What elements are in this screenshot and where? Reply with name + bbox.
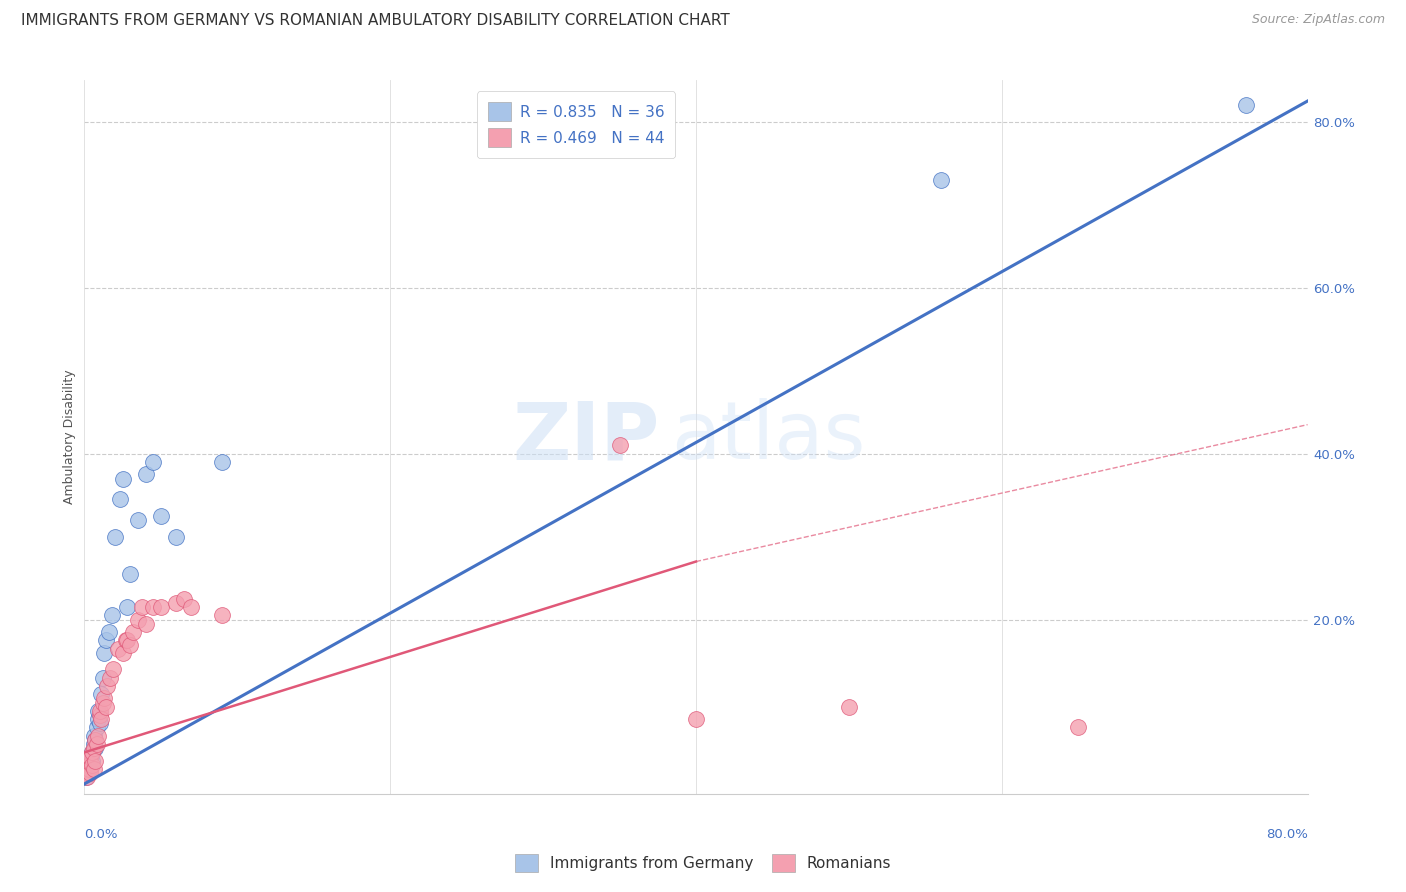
- Point: [77, 762, 100, 776]
- Point: [107, 641, 129, 656]
- Point: [211, 608, 233, 623]
- Point: [89, 704, 111, 718]
- Point: [84, 754, 107, 768]
- Point: [77, 757, 100, 772]
- Point: [93, 646, 115, 660]
- Point: [86, 737, 108, 751]
- Point: [127, 613, 149, 627]
- Point: [149, 508, 172, 523]
- Point: [94, 633, 117, 648]
- Point: [90, 687, 112, 701]
- Point: [165, 530, 187, 544]
- Point: [180, 600, 202, 615]
- Point: [103, 662, 125, 676]
- Point: [115, 600, 138, 615]
- Point: [609, 438, 631, 452]
- Point: [149, 600, 172, 615]
- Text: Source: ZipAtlas.com: Source: ZipAtlas.com: [1251, 13, 1385, 27]
- Point: [1067, 721, 1090, 735]
- Point: [80, 745, 103, 759]
- Point: [80, 754, 103, 768]
- Point: [115, 633, 138, 648]
- Point: [89, 708, 111, 723]
- Point: [108, 492, 131, 507]
- Point: [87, 729, 110, 743]
- Point: [929, 173, 952, 187]
- Point: [84, 733, 107, 747]
- Point: [135, 616, 157, 631]
- Point: [84, 733, 107, 747]
- Point: [104, 530, 127, 544]
- Point: [211, 455, 233, 469]
- Point: [87, 704, 110, 718]
- Point: [173, 591, 195, 606]
- Point: [101, 608, 124, 623]
- Point: [79, 766, 101, 780]
- Point: [111, 472, 134, 486]
- Point: [89, 716, 111, 731]
- Y-axis label: Ambulatory Disability: Ambulatory Disability: [63, 370, 76, 504]
- Point: [685, 712, 707, 726]
- Point: [83, 762, 105, 776]
- Point: [79, 762, 101, 776]
- Point: [83, 729, 105, 743]
- Point: [80, 757, 103, 772]
- Point: [76, 770, 98, 784]
- Point: [120, 638, 142, 652]
- Point: [87, 712, 110, 726]
- Point: [77, 754, 100, 768]
- Point: [79, 749, 101, 764]
- Point: [77, 757, 100, 772]
- Text: ZIP: ZIP: [512, 398, 659, 476]
- Point: [75, 770, 97, 784]
- Point: [122, 625, 145, 640]
- Point: [91, 671, 114, 685]
- Text: 80.0%: 80.0%: [1265, 828, 1308, 840]
- Text: atlas: atlas: [672, 398, 866, 476]
- Point: [76, 754, 98, 768]
- Point: [75, 766, 97, 780]
- Point: [165, 596, 187, 610]
- Point: [91, 696, 114, 710]
- Legend: Immigrants from Germany, Romanians: Immigrants from Germany, Romanians: [508, 846, 898, 880]
- Point: [114, 633, 136, 648]
- Point: [90, 712, 112, 726]
- Point: [94, 699, 117, 714]
- Point: [838, 699, 860, 714]
- Point: [83, 737, 105, 751]
- Point: [98, 671, 121, 685]
- Point: [84, 741, 107, 756]
- Text: IMMIGRANTS FROM GERMANY VS ROMANIAN AMBULATORY DISABILITY CORRELATION CHART: IMMIGRANTS FROM GERMANY VS ROMANIAN AMBU…: [21, 13, 730, 29]
- Legend: R = 0.835   N = 36, R = 0.469   N = 44: R = 0.835 N = 36, R = 0.469 N = 44: [477, 92, 675, 158]
- Point: [135, 467, 157, 482]
- Point: [80, 745, 103, 759]
- Point: [86, 721, 108, 735]
- Point: [76, 766, 98, 780]
- Point: [83, 741, 105, 756]
- Point: [76, 762, 98, 776]
- Text: 0.0%: 0.0%: [84, 828, 118, 840]
- Point: [142, 600, 165, 615]
- Point: [1236, 98, 1258, 112]
- Point: [120, 566, 142, 581]
- Point: [75, 762, 97, 776]
- Point: [111, 646, 134, 660]
- Point: [97, 625, 120, 640]
- Point: [131, 600, 153, 615]
- Point: [79, 749, 101, 764]
- Point: [127, 513, 149, 527]
- Point: [93, 691, 115, 706]
- Point: [96, 679, 118, 693]
- Point: [142, 455, 165, 469]
